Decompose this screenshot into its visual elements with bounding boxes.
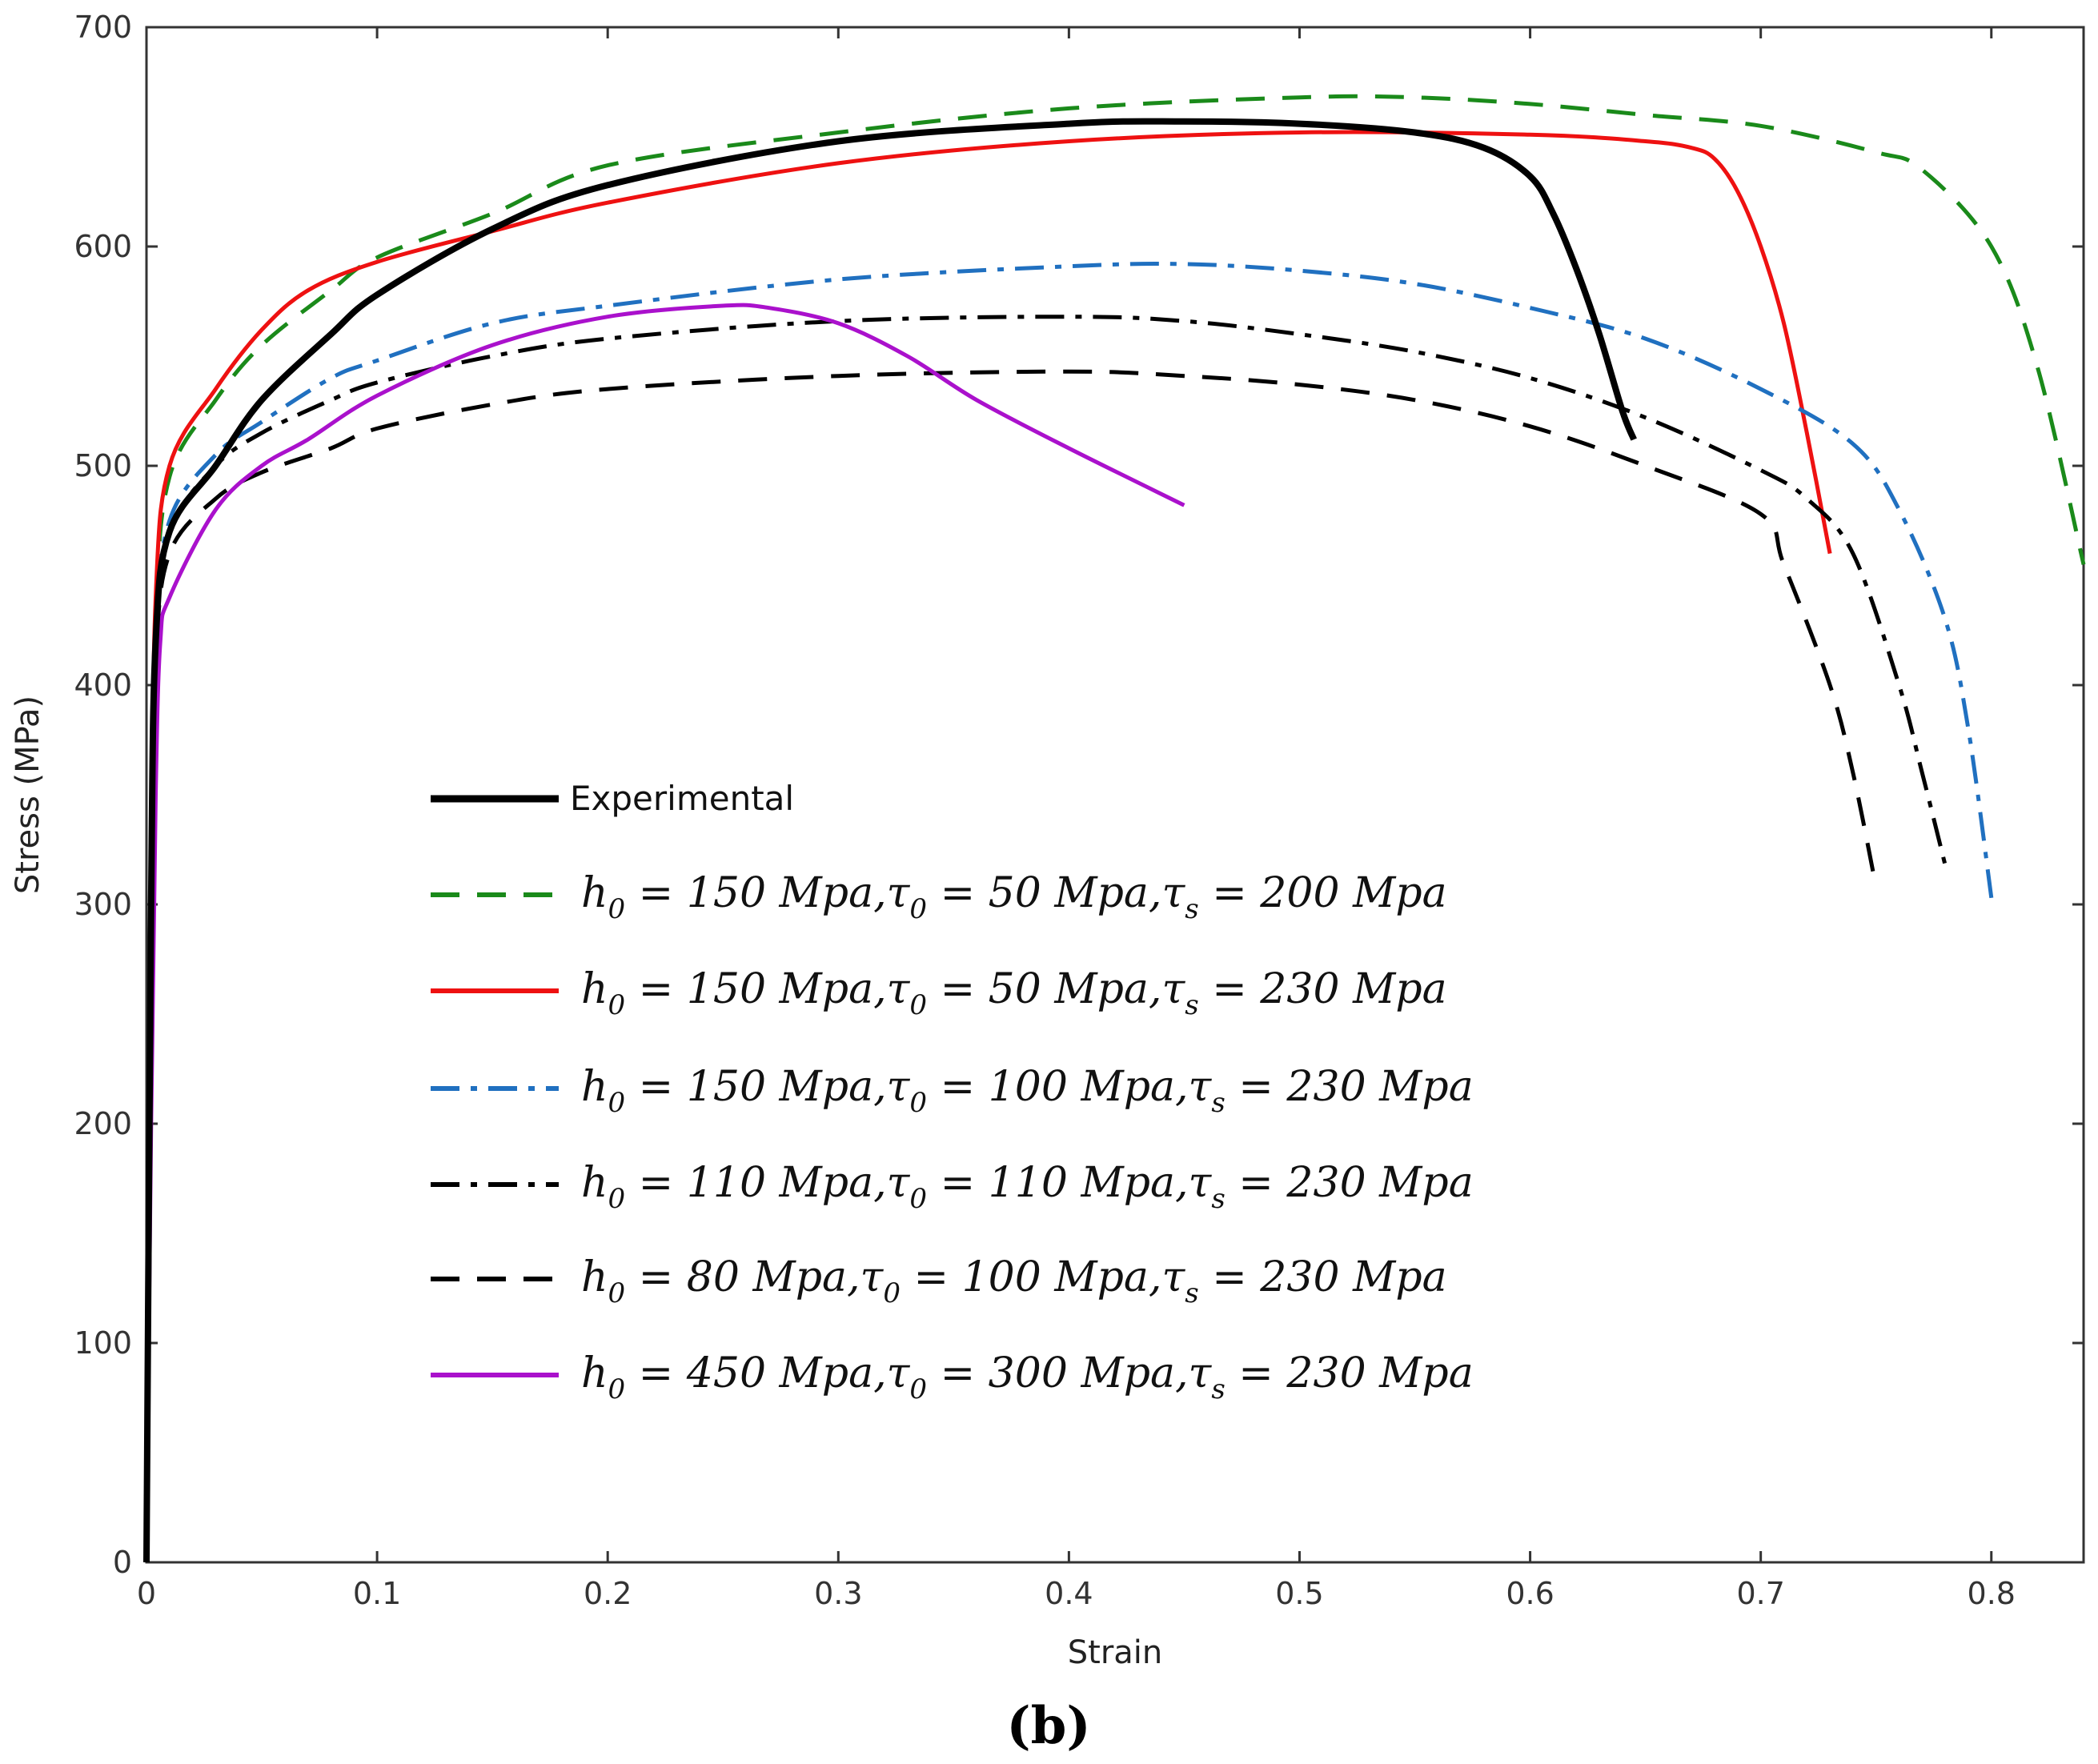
- legend-tau-symbol: τ: [887, 965, 911, 1013]
- x-tick-label: 0.8: [1968, 1576, 2016, 1611]
- legend-h-subscript: 0: [608, 1183, 626, 1215]
- x-tick-label: 0.1: [353, 1576, 401, 1611]
- legend-tau0-subscript: 0: [883, 1277, 901, 1309]
- legend-h-subscript: 0: [608, 1277, 626, 1309]
- legend-taus-subscript: s: [1185, 989, 1198, 1021]
- legend-tau0-value: = 50 Mpa,: [927, 869, 1161, 917]
- legend: Experimental h0 = 150 Mpa,τ0 = 50 Mpa,τs…: [431, 779, 1474, 1405]
- legend-h-value: = 150 Mpa,: [625, 965, 886, 1013]
- legend-taus-value: = 230 Mpa: [1199, 965, 1447, 1013]
- legend-taus-value: = 230 Mpa: [1199, 1253, 1447, 1301]
- legend-tau-symbol: τ: [1189, 1159, 1213, 1207]
- x-tick-label: 0.5: [1275, 1576, 1323, 1611]
- legend-h-value: = 150 Mpa,: [625, 1063, 886, 1111]
- legend-taus-subscript: s: [1185, 1277, 1198, 1309]
- figure-caption: (b): [1006, 1696, 1090, 1756]
- y-tick-label: 300: [74, 887, 132, 922]
- legend-taus-value: = 230 Mpa: [1226, 1063, 1474, 1111]
- legend-tau0-subscript: 0: [909, 893, 927, 925]
- legend-taus-subscript: s: [1211, 1373, 1225, 1405]
- legend-tau-symbol: τ: [1161, 869, 1185, 917]
- y-tick-label: 100: [74, 1325, 132, 1361]
- legend-label-experimental: Experimental: [570, 779, 794, 818]
- legend-taus-value: = 230 Mpa: [1226, 1349, 1474, 1397]
- legend-h-subscript: 0: [608, 1373, 626, 1405]
- y-tick-label: 600: [74, 229, 132, 264]
- legend-tau-symbol: τ: [887, 869, 911, 917]
- x-axis-ticks: 0 0.1 0.2 0.3 0.4 0.5 0.6 0.7 0.8: [137, 27, 2016, 1611]
- legend-label-series-2: h0 = 150 Mpa,τ0 = 50 Mpa,τs = 230 Mpa: [581, 965, 1447, 1021]
- y-tick-label: 400: [74, 668, 132, 703]
- series-line-experimental: [143, 118, 1637, 1563]
- y-tick-label: 700: [74, 10, 132, 45]
- legend-tau0-subscript: 0: [909, 1087, 927, 1119]
- legend-tau0-value: = 100 Mpa,: [927, 1063, 1188, 1111]
- legend-h-value: = 80 Mpa,: [625, 1253, 860, 1301]
- legend-tau-symbol: τ: [887, 1349, 911, 1397]
- legend-label-series-5: h0 = 80 Mpa,τ0 = 100 Mpa,τs = 230 Mpa: [581, 1253, 1447, 1309]
- series-line-3: [144, 262, 1994, 1563]
- x-tick-label: 0.6: [1506, 1576, 1554, 1611]
- legend-h-symbol: h: [581, 869, 608, 917]
- legend-tau-symbol: τ: [887, 1063, 911, 1111]
- legend-tau-symbol: τ: [1189, 1063, 1213, 1111]
- legend-h-symbol: h: [581, 1349, 608, 1397]
- legend-h-subscript: 0: [608, 893, 626, 925]
- legend-h-symbol: h: [581, 965, 608, 1013]
- x-axis-label: Strain: [1068, 1634, 1163, 1671]
- legend-taus-value: = 200 Mpa: [1199, 869, 1447, 917]
- legend-tau0-value: = 100 Mpa,: [901, 1253, 1161, 1301]
- legend-taus-subscript: s: [1211, 1087, 1225, 1119]
- x-tick-label: 0: [137, 1576, 156, 1611]
- legend-h-symbol: h: [581, 1063, 608, 1111]
- legend-tau0-value: = 300 Mpa,: [927, 1349, 1188, 1397]
- plot-frame: [145, 26, 2085, 1564]
- legend-label-series-1: h0 = 150 Mpa,τ0 = 50 Mpa,τs = 200 Mpa: [581, 869, 1447, 925]
- legend-label-series-3: h0 = 150 Mpa,τ0 = 100 Mpa,τs = 230 Mpa: [581, 1063, 1474, 1119]
- legend-tau-symbol: τ: [1189, 1349, 1213, 1397]
- legend-h-subscript: 0: [608, 1087, 626, 1119]
- legend-taus-subscript: s: [1185, 893, 1198, 925]
- series-line-5: [144, 369, 1879, 1563]
- legend-tau0-subscript: 0: [909, 1183, 927, 1215]
- legend-taus-value: = 230 Mpa: [1226, 1159, 1474, 1207]
- legend-h-value: = 450 Mpa,: [625, 1349, 886, 1397]
- series-layer: [143, 94, 2086, 1563]
- legend-h-value: = 110 Mpa,: [625, 1159, 886, 1207]
- y-tick-label: 200: [74, 1106, 132, 1141]
- x-tick-label: 0.4: [1045, 1576, 1093, 1611]
- y-tick-label: 0: [113, 1545, 132, 1580]
- legend-tau0-subscript: 0: [909, 989, 927, 1021]
- legend-h-symbol: h: [581, 1159, 608, 1207]
- y-axis-label: Stress (MPa): [10, 696, 46, 894]
- legend-taus-subscript: s: [1211, 1183, 1225, 1215]
- legend-tau0-value: = 50 Mpa,: [927, 965, 1161, 1013]
- legend-tau0-value: = 110 Mpa,: [927, 1159, 1188, 1207]
- legend-label-series-4: h0 = 110 Mpa,τ0 = 110 Mpa,τs = 230 Mpa: [581, 1159, 1474, 1215]
- legend-h-symbol: h: [581, 1253, 608, 1301]
- x-tick-label: 0.3: [814, 1576, 862, 1611]
- legend-tau-symbol: τ: [860, 1253, 885, 1301]
- legend-h-subscript: 0: [608, 989, 626, 1021]
- legend-tau-symbol: τ: [887, 1159, 911, 1207]
- legend-tau-symbol: τ: [1161, 965, 1185, 1013]
- legend-tau0-subscript: 0: [909, 1373, 927, 1405]
- legend-tau-symbol: τ: [1161, 1253, 1185, 1301]
- y-axis-ticks: 0 100 200 300 400 500 600 700: [74, 10, 2084, 1580]
- x-tick-label: 0.7: [1736, 1576, 1784, 1611]
- legend-h-value: = 150 Mpa,: [625, 869, 886, 917]
- legend-label-series-6: h0 = 450 Mpa,τ0 = 300 Mpa,τs = 230 Mpa: [581, 1349, 1474, 1405]
- y-tick-label: 500: [74, 448, 132, 483]
- x-tick-label: 0.2: [584, 1576, 632, 1611]
